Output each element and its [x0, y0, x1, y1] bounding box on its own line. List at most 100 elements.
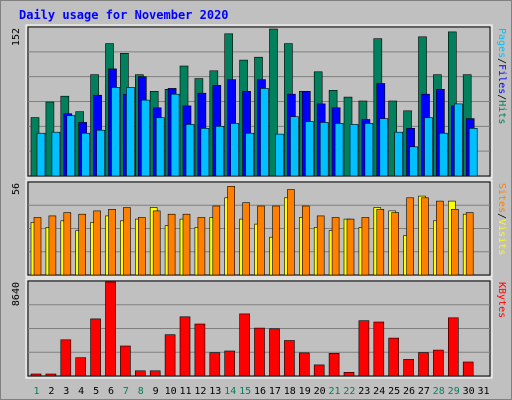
bar-sites-day-30	[465, 212, 474, 276]
axis-label-part: KBytes	[496, 282, 507, 318]
x-tick-label-day-19: 19	[299, 386, 311, 397]
bar-kbytes-day-21	[328, 352, 340, 377]
x-tick-label-day-30: 30	[463, 386, 475, 397]
x-tick-label-day-14: 14	[224, 386, 236, 397]
bar-kbytes-day-23	[358, 320, 370, 377]
axis-label-part: /	[496, 58, 507, 64]
bar-kbytes-day-9	[149, 370, 161, 377]
bar-pages-day-7	[126, 87, 135, 177]
panel-frame	[25, 179, 493, 278]
y-max-label: 8640	[11, 282, 22, 306]
chart-title: Daily usage for November 2020	[19, 8, 229, 22]
bar-sites-day-4	[78, 213, 86, 276]
bar-pages-day-14	[230, 123, 239, 177]
bar-kbytes-day-5	[90, 318, 101, 377]
bar-sites-day-1	[33, 217, 42, 276]
bar-kbytes-day-13	[209, 352, 221, 377]
bar-kbytes-day-12	[194, 323, 206, 377]
bar-pages-day-15	[245, 132, 254, 177]
bar-pages-day-30	[468, 128, 478, 177]
x-tick-label-day-2: 2	[48, 386, 54, 397]
bar-pages-day-20	[319, 122, 329, 177]
axis-label-part: /	[496, 94, 507, 100]
panel-kbytes: 8640 KBytes	[11, 278, 507, 379]
axis-label-part: Hits	[496, 100, 507, 124]
bar-kbytes-day-27	[418, 352, 429, 377]
x-tick-label-day-24: 24	[373, 386, 385, 397]
bar-kbytes-day-22	[343, 371, 355, 377]
bar-sites-day-22	[346, 218, 355, 276]
panel-frame	[25, 278, 493, 379]
axis-label-part: Files	[496, 64, 507, 94]
x-tick-label-day-1: 1	[33, 386, 39, 397]
bar-sites-day-25	[391, 212, 400, 276]
x-axis-labels: 1 2 3 4 5 6 7 8 9 10 11 12 13 14 15 16 17 18 19 20 21 22 23 24 2…	[33, 386, 489, 397]
bar-sites-day-21	[331, 217, 340, 276]
bar-kbytes-day-18	[284, 340, 295, 377]
bar-kbytes-day-4	[75, 357, 86, 377]
x-tick-label-day-8: 8	[138, 386, 144, 397]
axis-label-hits-files-pages: Pages/Files/Hits	[496, 28, 507, 124]
bar-kbytes-day-24	[373, 321, 385, 377]
panel-frame	[25, 24, 493, 179]
x-tick-label-day-11: 11	[179, 386, 191, 397]
bar-pages-day-26	[409, 146, 418, 177]
bar-pages-day-10	[170, 93, 180, 177]
x-tick-label-day-17: 17	[269, 386, 281, 397]
bar-kbytes-day-16	[254, 327, 265, 377]
bar-pages-day-13	[215, 126, 225, 177]
bar-kbytes-day-11	[179, 316, 191, 377]
bar-pages-day-28	[439, 132, 448, 177]
bar-pages-day-4	[81, 132, 90, 177]
axis-label-part: Visits	[496, 219, 507, 255]
x-tick-label-day-10: 10	[165, 386, 177, 397]
x-tick-label-day-20: 20	[314, 386, 326, 397]
x-tick-label-day-31: 31	[477, 386, 489, 397]
panel-visits-sites: 56 Sites/Visits	[11, 179, 507, 278]
bar-sites-day-11	[182, 213, 191, 276]
bar-kbytes-day-10	[164, 334, 176, 377]
x-tick-label-day-29: 29	[448, 386, 460, 397]
bar-sites-day-20	[316, 215, 325, 276]
bar-sites-day-29	[450, 209, 459, 276]
bar-kbytes-day-28	[433, 349, 444, 377]
x-tick-label-day-18: 18	[284, 386, 296, 397]
bar-pages-day-29	[453, 103, 463, 177]
bar-pages-day-11	[185, 124, 195, 177]
bar-kbytes-day-2	[45, 373, 57, 377]
y-max-label: 152	[11, 28, 22, 46]
bar-sites-day-8	[138, 217, 146, 276]
bar-sites-day-7	[123, 207, 131, 276]
bar-pages-day-2	[51, 131, 61, 177]
axis-label-kbytes: KBytes	[496, 282, 507, 318]
bar-sites-day-18	[287, 189, 295, 276]
bar-sites-day-10	[167, 213, 176, 276]
bar-pages-day-21	[334, 123, 344, 177]
bar-kbytes-day-3	[60, 339, 72, 377]
x-tick-label-day-15: 15	[239, 386, 251, 397]
bar-sites-day-23	[361, 217, 370, 276]
bar-pages-day-25	[394, 131, 404, 177]
bar-kbytes-day-20	[313, 364, 325, 377]
bar-sites-day-26	[406, 197, 414, 276]
bar-pages-day-22	[349, 124, 359, 177]
bar-kbytes-day-8	[135, 370, 146, 377]
bar-kbytes-day-15	[239, 313, 250, 377]
x-tick-label-day-12: 12	[194, 386, 206, 397]
bar-sites-day-15	[242, 202, 250, 276]
x-tick-label-day-23: 23	[358, 386, 370, 397]
x-tick-label-day-7: 7	[123, 386, 129, 397]
bar-pages-day-6	[111, 87, 120, 177]
bar-kbytes-day-30	[462, 361, 474, 377]
bar-sites-day-24	[376, 209, 385, 276]
axis-label-part: Pages	[496, 28, 507, 58]
x-tick-label-day-5: 5	[93, 386, 99, 397]
bar-sites-day-19	[301, 205, 310, 276]
x-tick-label-day-16: 16	[254, 386, 266, 397]
bar-sites-day-12	[197, 217, 206, 276]
bar-sites-day-16	[257, 205, 265, 276]
x-tick-label-day-25: 25	[388, 386, 400, 397]
